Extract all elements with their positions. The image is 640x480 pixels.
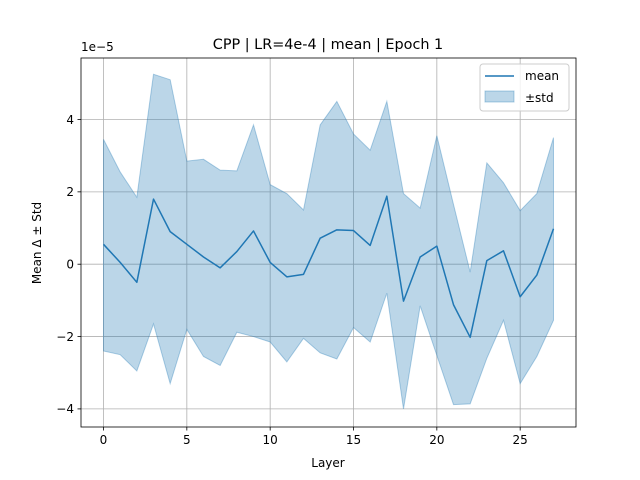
- y-axis-label: Mean Δ ± Std: [30, 202, 44, 284]
- std-band: [103, 73, 554, 409]
- mean-line: [102, 195, 555, 339]
- y-tick-label: 4: [66, 113, 74, 127]
- y-tick-label: 2: [66, 185, 74, 199]
- legend: mean ±std: [479, 63, 570, 112]
- grid: [81, 58, 576, 427]
- x-axis-label: Layer: [311, 456, 345, 470]
- x-tick-label: 25: [513, 433, 528, 447]
- tick-layer: 0 5 10 15 20 25 −4 −2 0 2 4: [56, 113, 528, 447]
- x-tick-label: 0: [100, 433, 108, 447]
- legend-std-swatch: [484, 90, 515, 103]
- legend-std-label: ±std: [525, 91, 554, 105]
- x-tick-label: 15: [346, 433, 361, 447]
- y-tick-label: −4: [56, 402, 74, 416]
- legend-mean-label: mean: [525, 69, 559, 83]
- plot-frame: [80, 57, 577, 428]
- x-tick-label: 5: [183, 433, 191, 447]
- y-tick-label: 0: [66, 258, 74, 272]
- y-tick-label: −2: [56, 330, 74, 344]
- x-tick-label: 10: [263, 433, 278, 447]
- chart-title: CPP | LR=4e-4 | mean | Epoch 1: [213, 37, 443, 53]
- y-offset-label: 1e−5: [81, 40, 114, 54]
- x-tick-label: 20: [429, 433, 444, 447]
